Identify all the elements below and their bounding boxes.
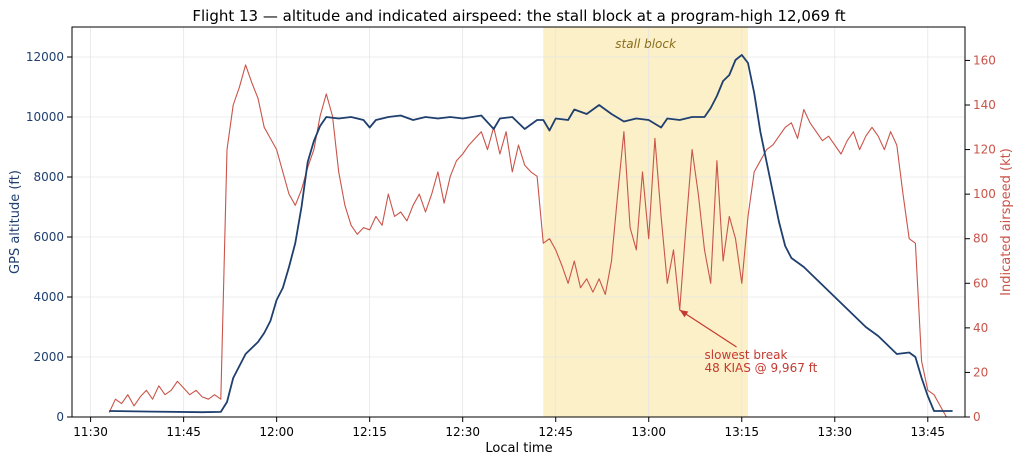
right-y-tick-label: 80 [973, 232, 988, 246]
x-tick-label: 13:15 [724, 425, 759, 439]
right-y-tick-label: 0 [973, 410, 981, 424]
left-y-tick-label: 4000 [33, 290, 64, 304]
annotation-line-1: slowest break [705, 348, 788, 362]
left-y-tick-label: 2000 [33, 350, 64, 364]
right-y-tick-label: 160 [973, 53, 996, 67]
left-y-tick-label: 8000 [33, 170, 64, 184]
left-y-tick-label: 12000 [26, 50, 64, 64]
altitude-line [109, 54, 953, 414]
right-y-tick-label: 60 [973, 276, 988, 290]
x-tick-label: 13:30 [817, 425, 852, 439]
chart-title: Flight 13 — altitude and indicated airsp… [192, 7, 845, 25]
x-tick-label: 12:00 [259, 425, 294, 439]
right-y-tick-label: 40 [973, 321, 988, 335]
airspeed-line [108, 64, 947, 418]
x-tick-label: 12:15 [352, 425, 387, 439]
annotation-arrow [679, 309, 737, 348]
x-tick-label: 12:30 [445, 425, 480, 439]
annotation-arrowhead [679, 310, 689, 318]
left-y-tick-label: 0 [56, 410, 64, 424]
right-y-tick-label: 120 [973, 143, 996, 157]
stall-block-label: stall block [615, 37, 677, 51]
left-y-tick-label: 10000 [26, 110, 64, 124]
x-tick-label: 12:45 [538, 425, 573, 439]
x-tick-label: 11:30 [73, 425, 108, 439]
left-y-tick-label: 6000 [33, 230, 64, 244]
x-axis-label: Local time [485, 441, 552, 456]
plot-frame [71, 26, 966, 418]
x-tick-label: 11:45 [166, 425, 201, 439]
right-axis-label: Indicated airspeed (kt) [999, 148, 1014, 296]
x-tick-label: 13:45 [910, 425, 945, 439]
left-axis-label: GPS altitude (ft) [8, 170, 23, 274]
right-y-tick-label: 140 [973, 98, 996, 112]
right-y-tick-label: 100 [973, 187, 996, 201]
right-y-tick-label: 20 [973, 365, 988, 379]
x-tick-label: 13:00 [631, 425, 666, 439]
annotation-line-2: 48 KIAS @ 9,967 ft [705, 361, 818, 375]
